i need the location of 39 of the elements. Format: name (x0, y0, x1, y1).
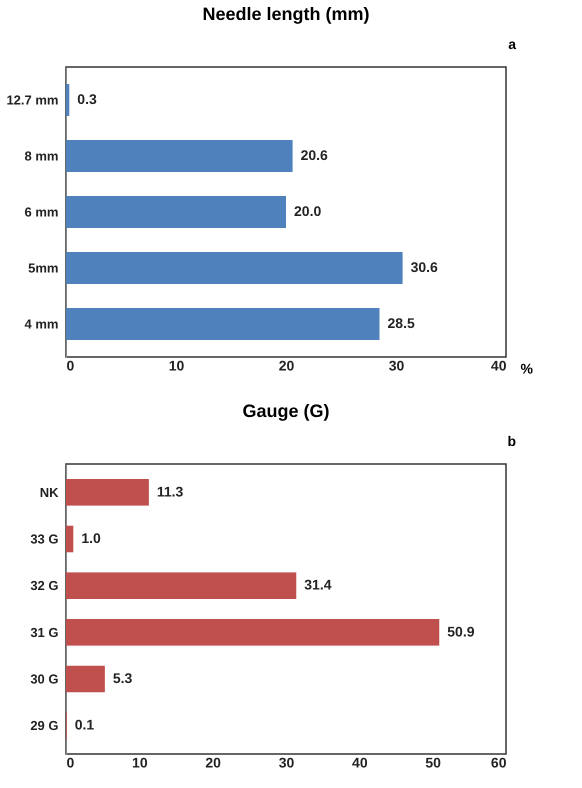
y-tick-label: 29 G (30, 718, 58, 734)
data-label: 0.1 (74, 716, 94, 733)
text: a (508, 36, 516, 52)
chart-title: Gauge (G) (242, 401, 330, 421)
y-tick-label: 6 mm (24, 204, 58, 220)
data-label: 28.5 (388, 315, 415, 331)
x-tick-label: 60 (490, 754, 507, 770)
data-label: 20.6 (300, 147, 328, 163)
x-tick-label: 50 (425, 754, 442, 770)
chart-title: Needle length (mm) (202, 4, 370, 24)
y-tick-label: 32 G (30, 578, 58, 594)
x-tick-label: 40 (352, 754, 368, 770)
text: b (507, 433, 516, 449)
data-label: 50.9 (447, 623, 475, 640)
y-tick-label: 4 mm (24, 316, 58, 332)
x-tick-label: 0 (66, 754, 74, 770)
x-tick-label: 10 (168, 358, 184, 374)
x-tick-label: 0 (66, 358, 74, 374)
x-tick-label: 10 (132, 754, 148, 770)
y-tick-label: 5mm (28, 260, 58, 276)
y-tick-label: 33 G (30, 532, 58, 546)
y-tick-label: 30 G (30, 672, 58, 686)
x-tick-label: 30 (278, 754, 294, 770)
data-label: 1.0 (81, 530, 102, 546)
x-tick-label: 20 (205, 754, 222, 770)
x-tick-label: 30 (388, 358, 404, 374)
x-tick-label: 40 (490, 358, 507, 374)
y-tick-label: 31 G (30, 624, 58, 640)
data-label: 11.3 (156, 483, 184, 500)
y-tick-label: 12.7 mm (6, 92, 58, 108)
y-tick-label: 8 mm (24, 148, 58, 164)
data-label: 30.6 (410, 259, 438, 275)
x-axis-title: % (520, 360, 534, 376)
data-label: 0.3 (77, 91, 97, 107)
data-label: 31.4 (304, 576, 332, 593)
x-tick-label: 20 (278, 358, 294, 374)
data-label: 5.3 (112, 670, 133, 686)
data-label: 20.0 (294, 203, 322, 219)
y-tick-label: NK (40, 484, 60, 500)
